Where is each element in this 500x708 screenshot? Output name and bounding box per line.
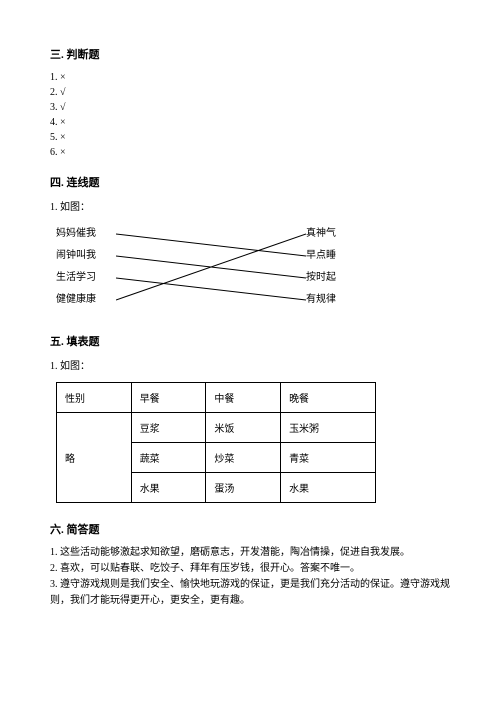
- matching-lines: [116, 223, 306, 311]
- judge-item: 5. ×: [50, 130, 450, 145]
- matching-diagram: 妈妈催我 闹钟叫我 生活学习 健健康康 真神气 早点睡 按时起 有规律: [56, 223, 366, 317]
- judge-item: 4. ×: [50, 115, 450, 130]
- match-left-item: 妈妈催我: [56, 223, 116, 245]
- match-right-item: 按时起: [306, 267, 366, 289]
- table-row: 略 豆浆 米饭 玉米粥: [57, 413, 376, 443]
- answer-list: 1. 这些活动能够激起求知欲望，磨砺意志，开发潜能，陶冶情操，促进自我发展。 2…: [50, 545, 450, 609]
- match-right-item: 真神气: [306, 223, 366, 245]
- table-cell: 玉米粥: [281, 413, 376, 443]
- judge-item: 2. √: [50, 85, 450, 100]
- table-cell: 豆浆: [131, 413, 206, 443]
- fill-table: 性别 早餐 中餐 晚餐 略 豆浆 米饭 玉米粥 蔬菜 炒菜 青菜 水果 蛋汤 水…: [56, 382, 376, 503]
- table-cell: 米饭: [206, 413, 281, 443]
- match-left-item: 健健康康: [56, 289, 116, 311]
- table-row: 性别 早餐 中餐 晚餐: [57, 383, 376, 413]
- answer-item: 2. 喜欢，可以贴春联、吃饺子、拜年有压岁钱，很开心。答案不唯一。: [50, 561, 450, 577]
- table-cell: 炒菜: [206, 443, 281, 473]
- table-header: 中餐: [206, 383, 281, 413]
- section-4-title: 四. 连线题: [50, 174, 450, 190]
- table-header: 晚餐: [281, 383, 376, 413]
- table-header: 早餐: [131, 383, 206, 413]
- match-right-item: 早点睡: [306, 245, 366, 267]
- question-label: 1. 如图：: [50, 357, 450, 372]
- section-6-title: 六. 简答题: [50, 521, 450, 537]
- question-label: 1. 如图：: [50, 198, 450, 213]
- answer-item: 3. 遵守游戏规则是我们安全、愉快地玩游戏的保证，更是我们充分活动的保证。遵守游…: [50, 577, 450, 609]
- table-cell-rowspan: 略: [57, 413, 132, 503]
- judge-item: 6. ×: [50, 145, 450, 160]
- match-left-item: 生活学习: [56, 267, 116, 289]
- section-5-title: 五. 填表题: [50, 333, 450, 349]
- table-cell: 蔬菜: [131, 443, 206, 473]
- match-left-item: 闹钟叫我: [56, 245, 116, 267]
- answer-item: 1. 这些活动能够激起求知欲望，磨砺意志，开发潜能，陶冶情操，促进自我发展。: [50, 545, 450, 561]
- judge-item: 1. ×: [50, 70, 450, 85]
- match-right-item: 有规律: [306, 289, 366, 311]
- judge-item: 3. √: [50, 100, 450, 115]
- section-3-title: 三. 判断题: [50, 46, 450, 62]
- judge-list: 1. × 2. √ 3. √ 4. × 5. × 6. ×: [50, 70, 450, 160]
- table-cell: 青菜: [281, 443, 376, 473]
- table-cell: 水果: [281, 473, 376, 503]
- table-cell: 水果: [131, 473, 206, 503]
- table-cell: 蛋汤: [206, 473, 281, 503]
- table-header: 性别: [57, 383, 132, 413]
